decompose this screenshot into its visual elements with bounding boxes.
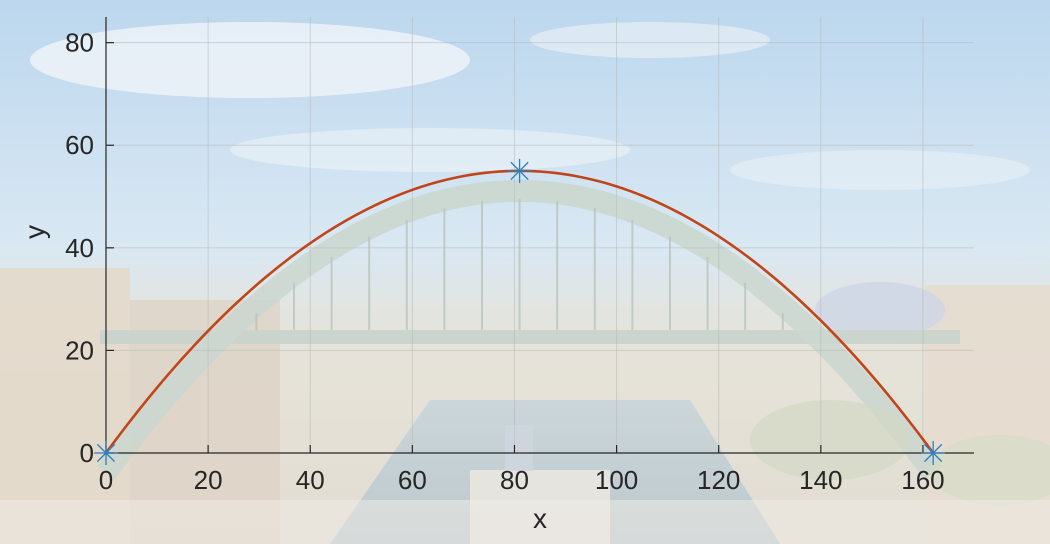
x-axis-label: x [533, 503, 547, 534]
plot-area [94, 158, 946, 465]
y-tick-label: 40 [65, 233, 94, 263]
marker-stroke [96, 443, 116, 463]
y-tick-label: 60 [65, 130, 94, 160]
x-tick-label: 140 [799, 465, 842, 495]
marker-stroke [924, 443, 943, 463]
data-point-marker [921, 441, 946, 465]
x-tick-label: 0 [99, 465, 113, 495]
data-point-marker [507, 158, 532, 183]
data-point-marker [94, 441, 118, 465]
axes: 0 20 40 60 80 100 120 140 160 0 20 40 60 80 [65, 17, 974, 495]
x-tick-label: 160 [901, 465, 944, 495]
y-tick-label: 80 [65, 28, 94, 58]
marker-stroke [510, 161, 529, 180]
x-tick-label: 80 [500, 465, 529, 495]
x-tick-label: 120 [697, 465, 740, 495]
x-tick-label: 40 [296, 465, 325, 495]
x-tick-label: 20 [194, 465, 223, 495]
y-axis-label: y [19, 225, 50, 239]
x-tick-label: 60 [398, 465, 427, 495]
y-tick-label: 0 [80, 438, 94, 468]
x-tick-label: 100 [595, 465, 638, 495]
y-tick-label: 20 [65, 335, 94, 365]
